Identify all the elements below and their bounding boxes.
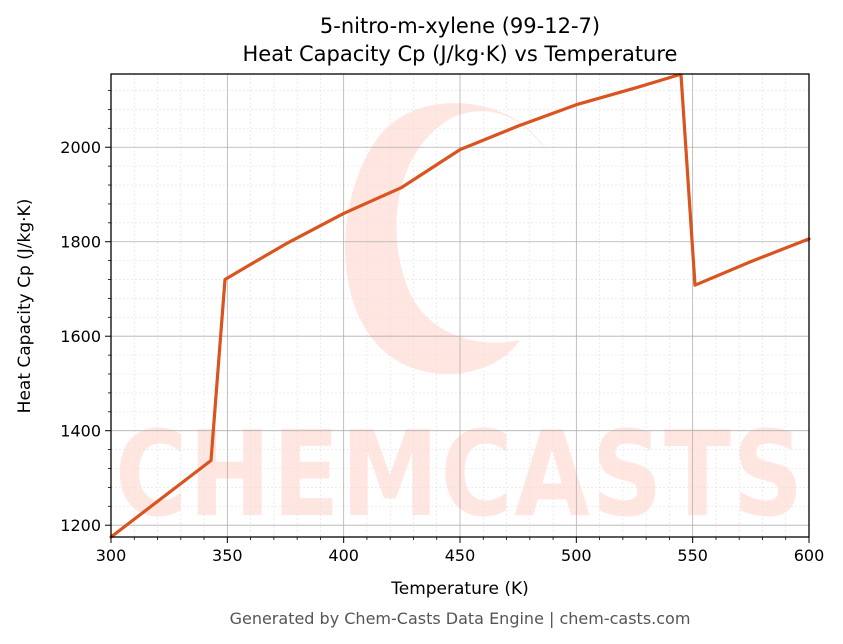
y-tick-labels: 1200 1400 1600 1800 2000 [60,138,101,535]
x-tick-label: 600 [794,546,825,565]
y-tick-label: 1200 [60,516,101,535]
chart-title-line2: Heat Capacity Cp (J/kg·K) vs Temperature [243,42,678,66]
x-tick-label: 450 [445,546,476,565]
x-axis-label: Temperature (K) [390,579,529,599]
cp-series-line [109,73,811,539]
x-tick-label: 300 [96,546,127,565]
series-layer [109,73,811,539]
y-axis-label: Heat Capacity Cp (J/kg·K) [15,199,35,414]
y-tick-label: 1800 [60,233,101,252]
watermark-text: CHEMCASTS [115,405,805,543]
y-tick-label: 2000 [60,138,101,157]
y-tick-label: 1600 [60,327,101,346]
x-tick-label: 500 [561,546,592,565]
x-tick-label: 350 [212,546,243,565]
chart-title-line1: 5-nitro-m-xylene (99-12-7) [320,14,600,38]
footer-credit: Generated by Chem-Casts Data Engine | ch… [230,609,691,628]
ticks-layer [105,90,810,543]
watermark-logo: CHEMCASTS [115,102,805,543]
x-tick-label: 550 [677,546,708,565]
x-tick-labels: 300 350 400 450 500 550 600 [96,546,825,565]
y-tick-label: 1400 [60,422,101,441]
x-tick-label: 400 [328,546,359,565]
watermark-swoosh [345,102,548,375]
